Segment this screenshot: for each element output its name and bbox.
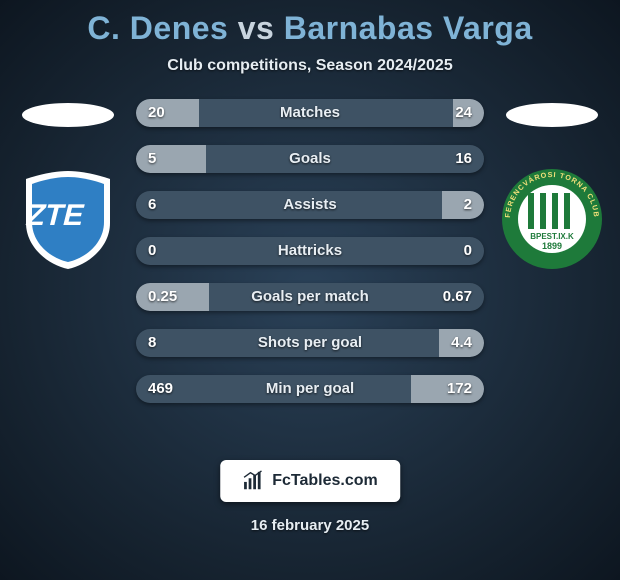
comparison-title: C. Denes vs Barnabas Varga (0, 0, 620, 47)
stat-value-right: 0.67 (443, 283, 472, 311)
stat-row: 5Goals16 (136, 145, 484, 173)
stat-label: Shots per goal (136, 329, 484, 357)
zte-letters: ZTE (23, 198, 88, 231)
source-site: FcTables.com (272, 472, 378, 490)
club-crest-right: BPEST.IX.K 1899 FERENCVÁROSI TORNA CLUB (498, 165, 606, 273)
stat-row: 469Min per goal172 (136, 375, 484, 403)
stat-row: 20Matches24 (136, 99, 484, 127)
stat-rows: 20Matches245Goals166Assists20Hattricks00… (136, 99, 484, 421)
date-text: 16 february 2025 (0, 517, 620, 534)
stat-value-right: 172 (447, 375, 472, 403)
stat-label: Goals per match (136, 283, 484, 311)
club-crest-left: ZTE (14, 165, 122, 273)
stat-label: Matches (136, 99, 484, 127)
stat-label: Goals (136, 145, 484, 173)
stat-label: Min per goal (136, 375, 484, 403)
ferencvaros-crest-icon: BPEST.IX.K 1899 FERENCVÁROSI TORNA CLUB (498, 165, 606, 273)
stat-value-right: 4.4 (451, 329, 472, 357)
subtitle: Club competitions, Season 2024/2025 (0, 57, 620, 75)
player2-name: Barnabas Varga (284, 10, 533, 46)
source-badge: FcTables.com (220, 460, 400, 502)
bar-chart-icon (242, 470, 264, 492)
stat-row: 6Assists2 (136, 191, 484, 219)
stat-label: Assists (136, 191, 484, 219)
stat-label: Hattricks (136, 237, 484, 265)
player1-name: C. Denes (87, 10, 228, 46)
zte-crest-icon: ZTE (14, 165, 122, 273)
crest-bpest: BPEST.IX.K (530, 232, 574, 241)
stat-value-right: 2 (464, 191, 472, 219)
stat-row: 8Shots per goal4.4 (136, 329, 484, 357)
stat-row: 0.25Goals per match0.67 (136, 283, 484, 311)
stat-value-right: 16 (455, 145, 472, 173)
stat-value-right: 24 (455, 99, 472, 127)
player2-head-ellipse (506, 103, 598, 127)
crest-year: 1899 (542, 241, 562, 251)
vs-text: vs (238, 10, 275, 46)
stat-row: 0Hattricks0 (136, 237, 484, 265)
comparison-body: ZTE BPEST.IX.K 1899 FERENCVÁROSI TORNA C… (0, 99, 620, 419)
stat-value-right: 0 (464, 237, 472, 265)
player1-head-ellipse (22, 103, 114, 127)
